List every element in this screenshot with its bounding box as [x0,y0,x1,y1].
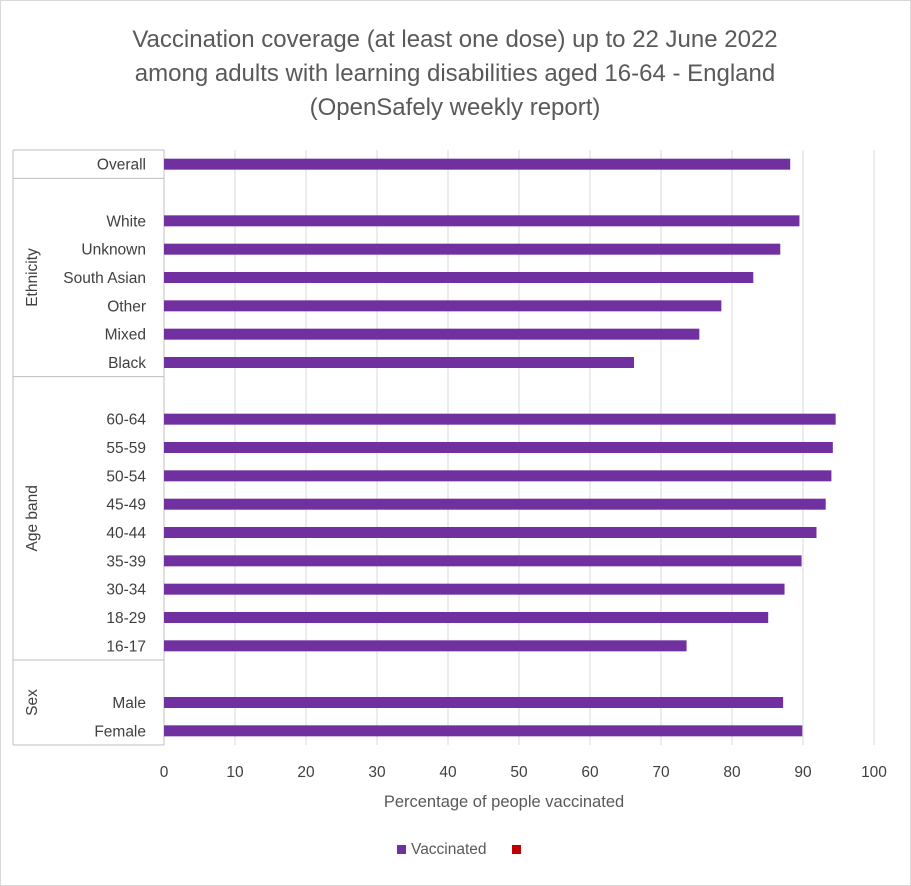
bar [164,498,826,510]
category-label: 55-59 [106,440,146,457]
category-label: 35-39 [106,553,146,570]
category-label: 60-64 [106,412,146,429]
bar [164,470,832,482]
legend-swatch-second [512,845,521,854]
x-tick-label: 30 [368,764,386,781]
chart-title-line: Vaccination coverage (at least one dose)… [132,26,777,53]
category-label: Unknown [81,242,146,259]
x-tick-label: 50 [510,764,528,781]
category-label: Black [108,355,146,372]
category-label: White [106,213,146,230]
bar [164,215,800,227]
category-label: Mixed [105,327,146,344]
x-tick-label: 80 [723,764,741,781]
bar [164,272,754,283]
bar [164,442,833,453]
legend-swatch-vaccinated [397,845,406,854]
x-axis-title: Percentage of people vaccinated [384,793,624,811]
category-label: 18-29 [106,610,146,627]
category-label: 45-49 [106,497,146,514]
x-tick-label: 20 [297,764,315,781]
bar [164,158,791,170]
bar [164,243,781,255]
bar [164,612,769,623]
legend-label-vaccinated: Vaccinated [411,841,487,858]
bar [164,725,803,737]
category-label: 30-34 [106,582,146,599]
bar [164,555,802,567]
bar [164,357,635,368]
bar [164,527,817,538]
category-label: South Asian [63,270,146,287]
category-label: Male [112,695,146,712]
x-tick-label: 90 [794,764,812,781]
chart-title-line: among adults with learning disabilities … [135,60,775,87]
x-tick-label: 40 [439,764,457,781]
x-tick-label: 60 [581,764,599,781]
bar [164,640,687,652]
category-label: 40-44 [106,525,146,542]
category-label: 50-54 [106,468,146,485]
chart-title-line: (OpenSafely weekly report) [310,94,601,121]
x-tick-label: 0 [160,764,169,781]
bar [164,300,722,312]
x-tick-label: 100 [861,764,887,781]
group-label: Sex [24,689,41,716]
x-tick-label: 10 [226,764,244,781]
category-label: Overall [97,157,146,174]
group-label: Age band [24,485,41,551]
category-label: Female [94,723,146,740]
category-label: Other [107,298,146,315]
bar [164,583,785,595]
bar [164,413,836,425]
category-label: 16-17 [106,638,146,655]
group-label: Ethnicity [24,248,41,307]
x-tick-label: 70 [652,764,670,781]
bar [164,697,784,708]
bar [164,328,700,340]
